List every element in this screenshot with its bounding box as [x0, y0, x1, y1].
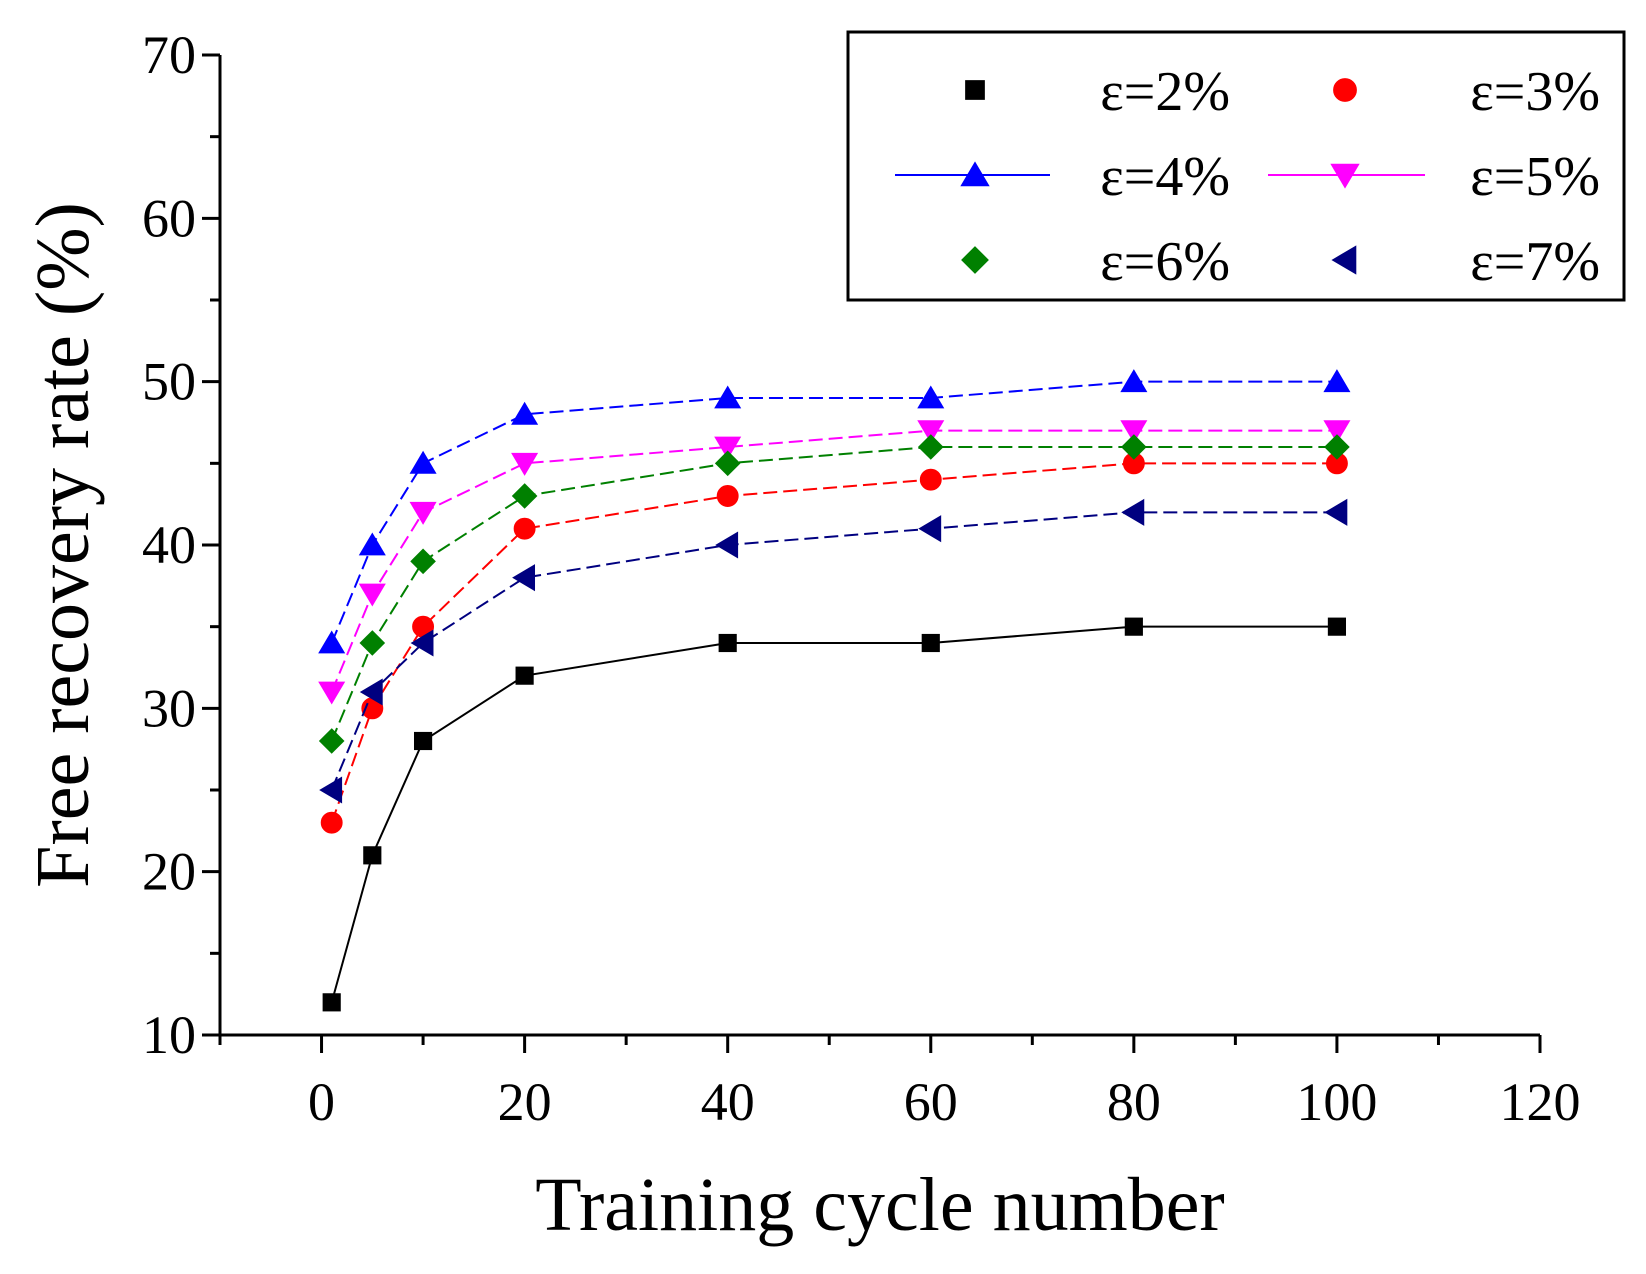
legend-marker — [1331, 245, 1357, 275]
data-point — [358, 583, 386, 607]
y-tick-label: 10 — [142, 1005, 196, 1065]
data-point — [1124, 617, 1143, 636]
legend-item: ε=5% — [1268, 146, 1600, 208]
data-point — [718, 633, 737, 653]
data-point — [409, 501, 437, 525]
series-line — [330, 462, 1337, 824]
legend: ε=2% ε=3% ε=4% ε=5% ε=6% ε=7% — [846, 30, 1626, 302]
y-tick-label: 50 — [142, 352, 196, 412]
series-line — [330, 446, 1337, 742]
y-tick-label: 40 — [142, 515, 196, 575]
data-point — [511, 452, 539, 476]
x-tick-label: 20 — [498, 1072, 552, 1132]
data-point — [322, 993, 341, 1012]
legend-item: ε=3% — [1333, 61, 1600, 123]
data-point — [512, 564, 536, 592]
y-tick-label: 60 — [142, 188, 196, 248]
x-tick-label: 100 — [1296, 1072, 1377, 1132]
data-point — [921, 633, 940, 653]
legend-label: ε=5% — [1470, 146, 1600, 208]
y-tick-label: 30 — [142, 678, 196, 738]
data-point — [513, 517, 536, 540]
data-point — [1121, 434, 1147, 460]
series-layer — [318, 369, 1351, 1012]
data-point — [1121, 498, 1145, 526]
data-point — [1324, 498, 1348, 526]
data-point — [917, 385, 945, 409]
data-point — [318, 630, 346, 654]
data-point — [359, 678, 383, 706]
data-point — [320, 811, 343, 834]
legend-item: ε=2% — [965, 61, 1230, 123]
series-2 — [320, 452, 1348, 834]
series-1 — [322, 617, 1347, 1012]
legend-item: ε=7% — [1331, 231, 1600, 293]
x-axis-ticks: 0 20 40 60 80 100 120 — [218, 1035, 1581, 1132]
series-line — [330, 429, 1337, 693]
data-point — [714, 450, 741, 477]
data-point — [714, 385, 742, 409]
data-point — [917, 420, 945, 444]
series-5 — [318, 434, 1350, 754]
data-point — [363, 846, 382, 865]
data-point — [918, 515, 942, 543]
legend-item: ε=4% — [895, 146, 1230, 208]
data-point — [410, 629, 434, 657]
data-point — [515, 666, 534, 685]
legend-marker — [1333, 78, 1357, 102]
data-point — [1327, 617, 1347, 636]
data-point — [319, 776, 343, 804]
y-axis-title: Free recovery rate (%) — [21, 202, 105, 888]
y-axis-ticks: 10 20 30 40 50 60 70 — [142, 25, 220, 1065]
data-point — [919, 468, 942, 491]
data-point — [1324, 434, 1350, 460]
legend-label: ε=4% — [1100, 146, 1230, 208]
series-line — [330, 625, 1337, 1003]
series-line — [330, 511, 1337, 791]
series-line — [330, 380, 1337, 644]
data-point — [413, 731, 433, 751]
data-point — [1323, 369, 1351, 393]
legend-label: ε=2% — [1100, 61, 1230, 123]
x-axis-title: Training cycle number — [535, 1163, 1225, 1247]
data-point — [1120, 420, 1148, 444]
x-tick-label: 0 — [308, 1072, 335, 1132]
data-point — [318, 728, 345, 754]
legend-marker — [965, 80, 985, 100]
data-point — [917, 434, 944, 460]
x-tick-label: 40 — [701, 1072, 755, 1132]
data-point — [1120, 369, 1148, 393]
x-tick-label: 60 — [904, 1072, 958, 1132]
data-point — [358, 532, 386, 556]
data-point — [716, 485, 739, 507]
legend-marker — [961, 246, 989, 274]
legend-label: ε=3% — [1470, 61, 1600, 123]
data-point — [715, 531, 739, 559]
series-4 — [318, 420, 1351, 705]
legend-items: ε=2% ε=3% ε=4% ε=5% ε=6% ε=7% — [895, 61, 1600, 293]
legend-marker — [1330, 163, 1360, 189]
y-tick-label: 20 — [142, 842, 196, 902]
data-point — [511, 401, 539, 425]
data-point — [409, 450, 437, 474]
series-3 — [318, 369, 1351, 654]
y-tick-label: 70 — [142, 25, 196, 85]
data-point — [511, 483, 538, 509]
data-point — [410, 548, 436, 575]
x-tick-label: 80 — [1107, 1072, 1161, 1132]
x-tick-label: 120 — [1500, 1072, 1581, 1132]
series-6 — [319, 498, 1348, 804]
legend-label: ε=7% — [1470, 231, 1600, 293]
legend-label: ε=6% — [1100, 231, 1230, 293]
plot-area: 10 20 30 40 50 60 70 0 20 40 60 80 100 120 — [142, 25, 1581, 1132]
data-point — [714, 436, 742, 460]
data-point — [318, 681, 346, 705]
legend-marker — [960, 161, 990, 187]
data-point — [359, 630, 386, 656]
legend-item: ε=6% — [961, 231, 1230, 293]
data-point — [1323, 420, 1351, 444]
